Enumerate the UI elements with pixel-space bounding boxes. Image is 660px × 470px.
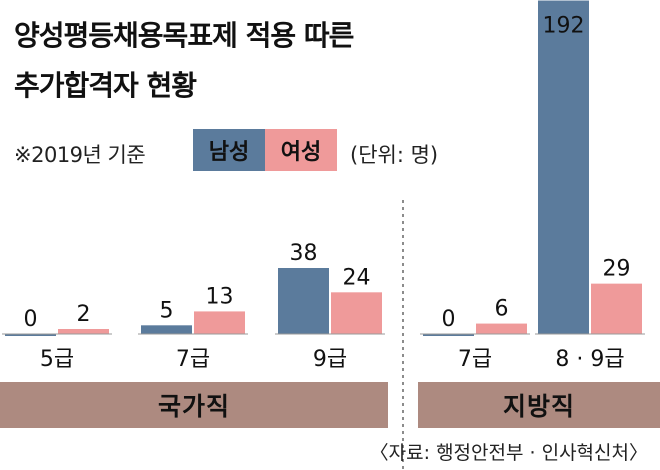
bar-female xyxy=(58,329,109,334)
group-label-national: 국가직 xyxy=(0,382,388,428)
legend-male: 남성 xyxy=(193,129,265,171)
category-label: 8 · 9급 xyxy=(555,347,624,372)
data-label: 5 xyxy=(160,298,174,323)
data-label: 0 xyxy=(442,307,456,332)
legend-female: 여성 xyxy=(265,129,337,171)
category-label: 9급 xyxy=(313,347,347,372)
bar-male xyxy=(538,0,589,335)
bar-male xyxy=(5,334,56,336)
bar-female xyxy=(476,323,527,334)
data-label: 0 xyxy=(24,307,38,332)
data-label: 6 xyxy=(495,297,509,322)
category-label: 7급 xyxy=(458,347,492,372)
group-label-local: 지방직 xyxy=(418,382,660,428)
data-label: 2 xyxy=(77,302,91,327)
unit-label: (단위: 명) xyxy=(350,143,439,167)
bar-male xyxy=(141,325,192,334)
bar-male xyxy=(423,334,474,336)
source-note: 〈자료: 행정안전부 · 인사혁신처〉 xyxy=(369,442,648,464)
chart-title-line1: 양성평등채용목표제 적용 따른 xyxy=(14,19,354,52)
bar-female xyxy=(194,311,245,334)
category-label: 7급 xyxy=(176,347,210,372)
data-label: 192 xyxy=(543,14,585,39)
data-label: 38 xyxy=(290,241,318,266)
data-label: 29 xyxy=(603,257,631,282)
bar-female xyxy=(591,283,642,334)
data-label: 24 xyxy=(343,265,371,290)
basis-year-note: ※2019년 기준 xyxy=(14,143,146,167)
chart-title-line2: 추가합격자 현황 xyxy=(14,69,197,102)
category-label: 5급 xyxy=(40,347,74,372)
data-label: 13 xyxy=(206,284,234,309)
bar-male xyxy=(278,268,329,334)
bar-female xyxy=(331,292,382,334)
